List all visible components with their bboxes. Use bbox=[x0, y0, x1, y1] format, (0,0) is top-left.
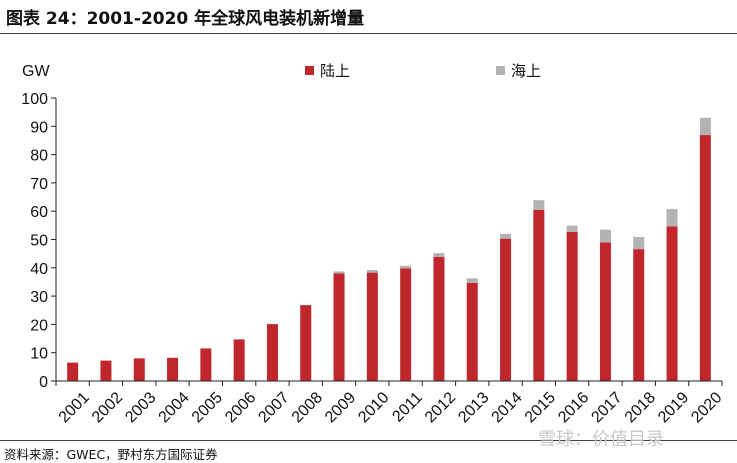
bar-onshore bbox=[100, 360, 112, 381]
bar-onshore bbox=[666, 226, 678, 381]
bar-offshore bbox=[366, 270, 378, 273]
y-tick-label: 20 bbox=[30, 317, 48, 334]
x-tick-label: 2013 bbox=[455, 389, 492, 426]
bar-onshore bbox=[633, 249, 645, 381]
y-tick-label: 80 bbox=[30, 148, 48, 165]
y-tick-label: 10 bbox=[30, 346, 48, 363]
x-tick-label: 2011 bbox=[389, 389, 425, 425]
x-tick-label: 2016 bbox=[555, 389, 592, 426]
legend-label: 海上 bbox=[511, 62, 541, 80]
x-tick-label: 2001 bbox=[56, 389, 93, 426]
x-tick-label: 2020 bbox=[688, 389, 725, 426]
x-tick-label: 2018 bbox=[622, 389, 659, 426]
x-tick-label: 2004 bbox=[156, 389, 193, 426]
bar-onshore bbox=[200, 348, 212, 381]
bar-offshore bbox=[500, 233, 512, 239]
y-tick-label: 60 bbox=[30, 204, 48, 221]
bar-onshore bbox=[133, 358, 145, 381]
title-divider bbox=[0, 33, 737, 34]
x-tick-label: 2008 bbox=[289, 389, 326, 426]
source-note: 资料来源：GWEC，野村东方国际证券 bbox=[4, 447, 218, 462]
bar-offshore bbox=[400, 265, 412, 269]
x-tick-label: 2010 bbox=[355, 389, 392, 426]
y-tick-label: 90 bbox=[30, 119, 48, 136]
y-axis: 0 10 20 30 40 50 60 70 80 90 100 bbox=[21, 91, 57, 391]
x-tick-label: 2019 bbox=[655, 389, 692, 426]
y-tick-label: 30 bbox=[30, 289, 48, 306]
x-tick-label: 2017 bbox=[588, 389, 625, 426]
source-divider bbox=[0, 440, 737, 441]
bar-series bbox=[67, 117, 711, 381]
y-tick-label: 70 bbox=[30, 176, 48, 193]
bar-onshore bbox=[67, 362, 79, 381]
bar-onshore bbox=[566, 231, 578, 381]
x-tick-label: 2007 bbox=[255, 389, 292, 426]
bar-onshore bbox=[433, 256, 445, 381]
bar-onshore bbox=[466, 282, 478, 381]
y-tick-label: 40 bbox=[30, 261, 48, 278]
y-tick-label: 0 bbox=[39, 374, 48, 391]
bar-onshore bbox=[699, 135, 711, 381]
x-tick-label: 2012 bbox=[422, 389, 459, 426]
bar-offshore bbox=[666, 208, 678, 227]
bar-offshore bbox=[466, 278, 478, 283]
bar-offshore bbox=[433, 253, 445, 257]
watermark: 雪球：价值目录 bbox=[538, 429, 664, 450]
x-tick-label: 2014 bbox=[489, 389, 526, 426]
x-tick-label: 2002 bbox=[89, 389, 126, 426]
x-tick-label: 2003 bbox=[122, 389, 159, 426]
bar-offshore bbox=[599, 229, 611, 243]
bar-onshore bbox=[366, 272, 378, 381]
bar-offshore bbox=[566, 225, 578, 232]
y-axis-label: GW bbox=[22, 63, 50, 80]
bar-onshore bbox=[333, 273, 345, 381]
bar-offshore bbox=[533, 200, 545, 210]
legend-swatch bbox=[305, 66, 314, 75]
bar-onshore bbox=[500, 238, 512, 381]
x-tick-label: 2015 bbox=[522, 389, 559, 426]
x-tick-label: 2006 bbox=[222, 389, 259, 426]
bar-onshore bbox=[266, 324, 278, 381]
figure-title: 图表 24：2001-2020 年全球风电装机新增量 bbox=[6, 9, 365, 29]
bar-onshore bbox=[167, 357, 179, 381]
bar-onshore bbox=[300, 305, 312, 381]
legend: 陆上 海上 bbox=[305, 62, 541, 80]
bar-onshore bbox=[533, 209, 545, 381]
bar-onshore bbox=[599, 242, 611, 381]
bar-offshore bbox=[699, 117, 711, 136]
bar-offshore bbox=[633, 236, 645, 250]
bar-offshore bbox=[333, 271, 345, 274]
bar-onshore bbox=[233, 339, 245, 381]
x-axis: 2001200220032004200520062007200820092010… bbox=[55, 380, 726, 426]
x-tick-label: 2005 bbox=[189, 389, 226, 426]
legend-label: 陆上 bbox=[320, 62, 350, 80]
legend-swatch bbox=[496, 66, 505, 75]
y-tick-label: 50 bbox=[30, 233, 48, 250]
bar-onshore bbox=[400, 268, 412, 381]
x-tick-label: 2009 bbox=[322, 389, 359, 426]
y-tick-label: 100 bbox=[21, 91, 48, 108]
